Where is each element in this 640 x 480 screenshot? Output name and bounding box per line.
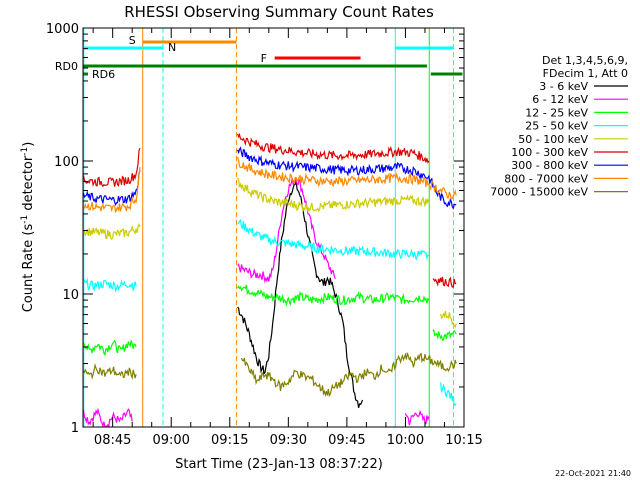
legend-label-4: 50 - 100 keV [518,133,588,146]
legend-label-3: 25 - 50 keV [525,120,588,133]
legend-header-decimation: FDecim 1, Att 0 [543,67,628,80]
series-7-segment-1 [237,156,457,201]
series-1-segment-1 [237,177,336,284]
y-tick-label-1: 10 [62,288,79,303]
x-tick-label-4: 09:45 [328,433,365,448]
series-1 [82,177,430,428]
spacecraft-event-lines [83,28,454,427]
legend-label-2: 12 - 25 keV [525,106,588,119]
legend-label-8: 7000 - 15000 keV [490,186,588,199]
series-5-segment-1 [237,132,430,164]
series-5 [82,132,457,288]
legend-label-6: 300 - 800 keV [511,159,588,172]
y-tick-label-3: 1000 [46,22,79,37]
series-2 [82,284,457,357]
series-4-segment-0 [82,222,141,241]
x-tick-label-0: 08:45 [94,433,131,448]
series-5-segment-2 [432,276,457,288]
series-3 [82,218,457,406]
flag-label-f: F [261,52,267,65]
legend-header-detectors: Det 1,3,4,5,6,9, [542,54,628,67]
x-tick-label-1: 09:00 [152,433,189,448]
series-5-segment-0 [82,147,141,188]
legend-label-7: 800 - 7000 keV [504,172,588,185]
series-3-segment-1 [237,218,430,261]
series-1-segment-0 [82,407,133,428]
series-2-segment-0 [82,339,137,357]
count-rate-series [82,132,457,428]
series-2-segment-1 [237,284,430,307]
x-tick-label-6: 10:15 [445,433,482,448]
legend-label-0: 3 - 6 keV [539,80,588,93]
legend-label-1: 6 - 12 keV [532,93,588,106]
series-7 [82,156,457,213]
series-4-segment-1 [237,177,430,214]
plot-frame [82,27,465,428]
series-4 [82,177,457,329]
render-timestamp: 22-Oct-2021 21:40 [555,469,631,478]
x-tick-label-3: 09:30 [270,433,307,448]
legend-label-5: 100 - 300 keV [511,146,588,159]
series-8-segment-1 [240,352,457,398]
legend: Det 1,3,4,5,6,9, FDecim 1, Att 0 3 - 6 k… [490,54,628,199]
series-4-segment-2 [440,310,457,329]
series-6 [82,146,457,210]
series-7-segment-0 [82,167,141,213]
y-tick-label-2: 100 [54,155,79,170]
flag-label-rd0: RD0 [55,60,78,73]
flag-label-s: S [129,34,136,47]
flag-bars: S N F RD0 RD6 [55,34,463,81]
series-0 [237,180,364,408]
y-tick-label-0: 1 [71,421,79,436]
series-0-segment-0 [237,180,364,408]
chart-title: RHESSI Observing Summary Count Rates [124,3,434,21]
y-axis-label: Count Rate (s-1 detector-1) [20,142,36,313]
axes: 1 10 100 1000 08:45 09:00 09:15 09:30 09:45 10:00… [46,22,483,448]
series-8 [82,352,457,398]
series-8-segment-0 [82,362,137,380]
series-6-segment-0 [82,170,141,206]
x-tick-label-2: 09:15 [211,433,248,448]
x-tick-label-5: 10:00 [387,433,424,448]
series-2-segment-2 [432,329,457,342]
series-3-segment-0 [82,278,137,293]
flag-label-rd6: RD6 [92,68,115,81]
series-6-segment-1 [237,146,457,210]
x-axis-label: Start Time (23-Jan-13 08:37:22) [175,457,383,472]
series-3-segment-2 [440,382,457,406]
flag-label-n: N [168,41,176,54]
